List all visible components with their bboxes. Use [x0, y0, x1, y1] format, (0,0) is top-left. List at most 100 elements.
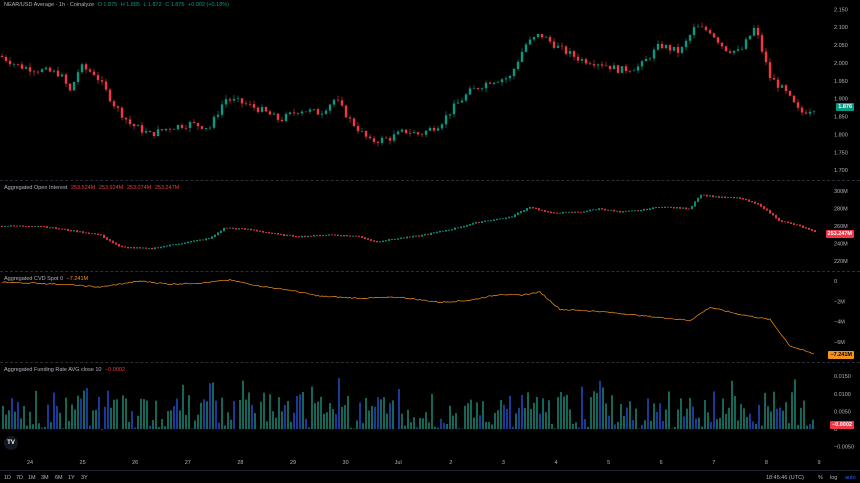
funding-bar [359, 402, 360, 429]
funding-bar [719, 418, 720, 429]
price-candle [257, 108, 259, 112]
price-candle [177, 125, 179, 129]
price-candle [373, 138, 375, 142]
price-candle [125, 118, 127, 120]
timeframe-1y[interactable]: 1Y [68, 475, 75, 481]
oi-axis-tick: 240M [834, 242, 848, 248]
percent-toggle[interactable]: % [818, 475, 823, 481]
oi-candle [250, 229, 252, 231]
funding-bar [620, 404, 621, 429]
price-candle [21, 64, 23, 68]
funding-bar [245, 400, 246, 430]
funding-bar [266, 421, 267, 429]
oi-candle [745, 199, 747, 200]
funding-bar [308, 427, 309, 429]
funding-axis-tick: 0.0050 [834, 409, 851, 415]
funding-bar [419, 418, 420, 429]
oi-candle [496, 219, 498, 220]
oi-candle [427, 234, 429, 235]
oi-candle [274, 233, 276, 234]
funding-bar [590, 397, 591, 429]
oi-candle [166, 246, 168, 247]
funding-bar [35, 391, 36, 429]
oi-candle [262, 231, 264, 233]
funding-bar [218, 423, 219, 429]
funding-bar [515, 413, 516, 429]
oi-candle [82, 231, 84, 233]
price-candle [197, 123, 199, 126]
oi-candle [508, 217, 510, 219]
x-axis-tick: 26 [132, 460, 138, 466]
oi-candle [703, 195, 705, 196]
oi-candle [280, 234, 282, 235]
timeframe-1m[interactable]: 1M [28, 475, 36, 481]
price-candle [217, 115, 219, 117]
price-candle [209, 128, 211, 129]
oi-candle [22, 225, 24, 226]
oi-candle [52, 227, 54, 228]
timeframe-3m[interactable]: 3M [41, 475, 49, 481]
price-candle [413, 132, 415, 133]
oi-candle [295, 236, 297, 237]
timeframe-6m[interactable]: 6M [55, 475, 63, 481]
price-candle [461, 101, 463, 103]
timeframe-1d[interactable]: 1D [4, 475, 11, 481]
oi-candle [325, 235, 327, 236]
funding-bar [491, 424, 492, 429]
price-candle [385, 138, 387, 139]
funding-bar [542, 398, 543, 429]
price-candle [525, 44, 527, 51]
oi-candle [55, 227, 57, 229]
funding-bar [344, 405, 345, 429]
oi-candle [532, 207, 534, 209]
price-candle [133, 124, 135, 126]
cvd-axis-tick: −4M [834, 320, 845, 326]
price-candle [565, 46, 567, 53]
timeframe-3y[interactable]: 3Y [81, 475, 88, 481]
oi-candle [121, 246, 123, 247]
oi-candle [46, 226, 48, 228]
oi-candle [268, 232, 270, 233]
funding-bar [617, 422, 618, 429]
tradingview-logo[interactable]: TV [4, 436, 18, 450]
oi-candle [301, 236, 303, 238]
funding-bar [392, 400, 393, 429]
oi-candle [676, 207, 678, 208]
funding-bar [212, 382, 213, 429]
oi-candle [766, 208, 768, 210]
funding-bar [380, 399, 381, 429]
funding-bar [404, 426, 405, 429]
funding-bar [524, 408, 525, 429]
oi-candle [151, 248, 153, 249]
oi-candle [376, 241, 378, 242]
auto-toggle[interactable]: auto [845, 475, 856, 481]
funding-bar [641, 425, 642, 429]
funding-bar [545, 412, 546, 429]
price-candle [673, 47, 675, 51]
price-candle [729, 51, 731, 53]
funding-bar [287, 401, 288, 429]
funding-bar [776, 409, 777, 429]
oi-candle [700, 195, 702, 199]
price-candle [329, 105, 331, 111]
oi-candle [91, 233, 93, 234]
oi-candle [460, 226, 462, 228]
price-candle [501, 79, 503, 82]
cvd-axis-tick: −6M [834, 340, 845, 346]
funding-bar [416, 427, 417, 429]
funding-bar [656, 412, 657, 429]
price-candle [289, 112, 291, 114]
log-toggle[interactable]: log [830, 475, 837, 481]
oi-candle [580, 212, 582, 213]
utc-clock[interactable]: 18:45:46 (UTC) [766, 475, 804, 481]
price-candle [533, 37, 535, 39]
funding-bar [5, 415, 6, 429]
funding-bar [167, 411, 168, 429]
funding-bar [263, 393, 264, 429]
timeframe-7d[interactable]: 7D [16, 475, 23, 481]
price-candle [93, 72, 95, 75]
oi-candle [727, 197, 729, 198]
oi-candle [85, 232, 87, 233]
funding-bar [233, 401, 234, 429]
